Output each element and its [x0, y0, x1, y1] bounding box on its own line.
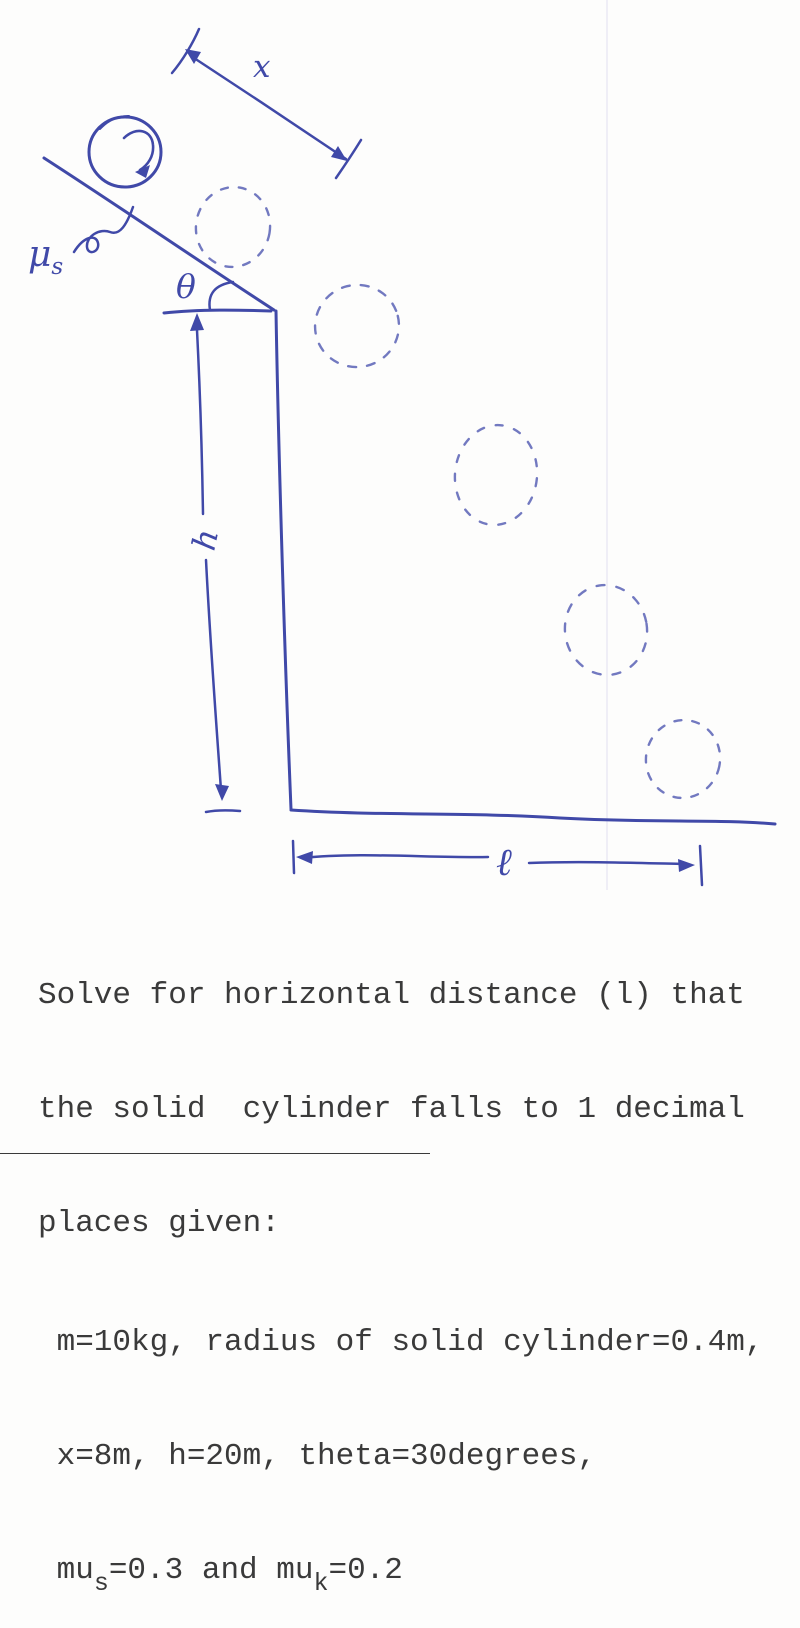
problem-line: x=8m, h=20m, theta=30degrees, — [38, 1439, 597, 1474]
trajectory-circle — [453, 423, 539, 527]
trajectory-circles — [194, 185, 722, 800]
h-dimension-arrow — [190, 313, 242, 814]
trajectory-circle — [194, 185, 272, 269]
ground-line — [289, 808, 777, 826]
physics-sketch: x μs θ h ℓ — [28, 0, 777, 890]
x-dimension-arrow — [170, 27, 363, 180]
rotation-arrow-icon — [122, 129, 155, 178]
h-dimension-label: h — [185, 526, 226, 554]
svg-text:μs: μs — [28, 234, 63, 280]
trajectory-circle — [313, 283, 401, 369]
friction-suffix: =0.2 — [328, 1553, 403, 1588]
problem-line-friction: mus=0.3 and muk=0.2 — [38, 1552, 764, 1598]
cliff-outline — [162, 308, 293, 811]
problem-line: m=10kg, radius of solid cylinder=0.4m, — [38, 1325, 764, 1360]
friction-middle: =0.3 and mu — [108, 1553, 314, 1588]
trajectory-circle — [644, 718, 722, 800]
problem-line: the solid cylinder falls to 1 decimal — [38, 1092, 745, 1127]
cylinder — [87, 115, 163, 189]
angle-arc — [208, 280, 235, 312]
mu-s-label: μs — [28, 205, 135, 280]
problem-line: places given: — [38, 1206, 280, 1241]
incline-line — [42, 156, 276, 312]
l-dimension-arrow — [291, 839, 704, 887]
trajectory-circle — [563, 583, 649, 677]
problem-line: Solve for horizontal distance (l) that — [38, 978, 745, 1013]
friction-sub-static: s — [93, 1569, 109, 1598]
problem-text: Solve for horizontal distance (l) that t… — [38, 901, 764, 1628]
theta-label: θ — [176, 267, 196, 306]
friction-prefix: mu — [38, 1553, 94, 1588]
scan-edge-line — [0, 1153, 430, 1154]
x-dimension-label: x — [253, 49, 271, 85]
mu-leader-squiggle — [72, 205, 135, 254]
l-dimension-label: ℓ — [496, 840, 512, 884]
friction-sub-kinetic: k — [313, 1569, 329, 1598]
